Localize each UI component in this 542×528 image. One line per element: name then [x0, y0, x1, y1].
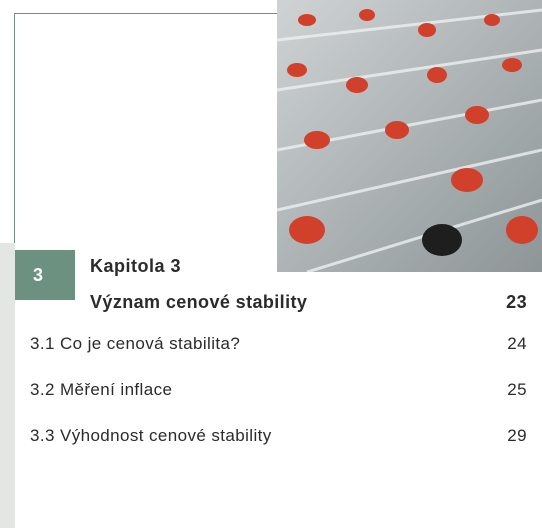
chapter-row: Význam cenové stability 23: [90, 292, 527, 313]
entry-page: 24: [507, 334, 527, 354]
entry: 3.2 Měření inflace 25: [30, 380, 527, 400]
entry: 3.1 Co je cenová stabilita? 24: [30, 334, 527, 354]
entry-page: 25: [507, 380, 527, 400]
entry-title: 3.2 Měření inflace: [30, 380, 172, 399]
entry-title: 3.3 Výhodnost cenové stability: [30, 426, 272, 445]
side-panel: [0, 243, 15, 528]
entry: 3.3 Výhodnost cenové stability 29: [30, 426, 527, 446]
top-rule: [14, 13, 278, 14]
chapter-page: 23: [506, 292, 527, 313]
chapter-label: Kapitola 3: [90, 256, 181, 277]
chapter-title: Význam cenové stability: [90, 292, 307, 312]
photo: [277, 0, 542, 272]
chapter-number: 3: [15, 265, 61, 286]
entry-page: 29: [507, 426, 527, 446]
entry-title: 3.1 Co je cenová stabilita?: [30, 334, 240, 353]
left-rule: [14, 13, 15, 253]
page: 3 Kapitola 3 Význam cenové stability 23 …: [0, 0, 542, 528]
